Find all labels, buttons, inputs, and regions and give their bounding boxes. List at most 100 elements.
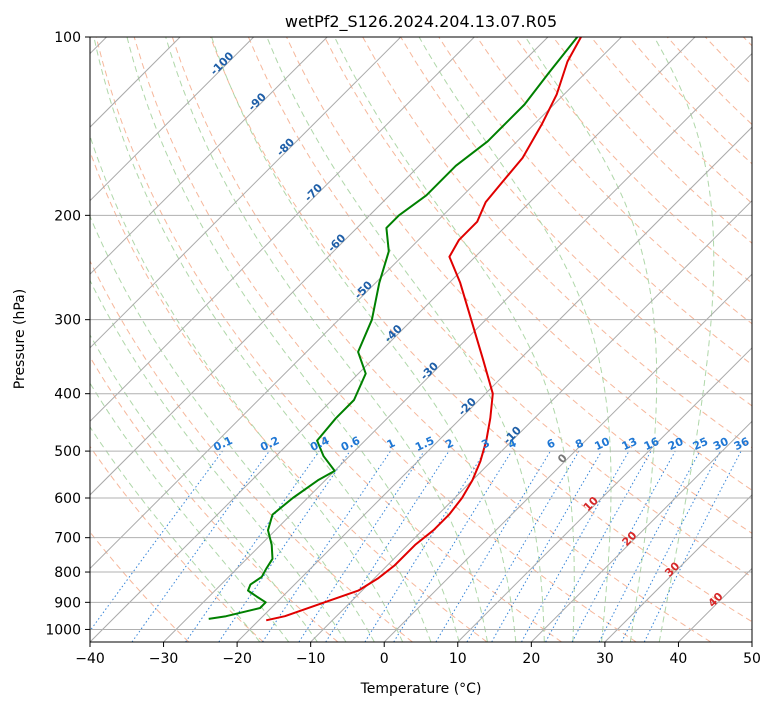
moist-adiabat-line	[418, 37, 612, 642]
isotherm-line	[90, 37, 475, 423]
mixing-ratio-line	[643, 450, 742, 642]
dry-adiabat-line	[90, 445, 264, 642]
moist-adiabat-line	[266, 37, 545, 642]
isotherm-label: -80	[274, 135, 297, 158]
mixing-ratio-line	[185, 450, 320, 642]
mixing-ratio-line	[521, 450, 630, 642]
moist-adiabat-line	[93, 37, 432, 642]
moist-adiabat-line	[334, 37, 575, 642]
isotherm-label: -50	[352, 278, 375, 301]
dry-adiabat-line	[286, 37, 752, 534]
mixing-ratio-line	[218, 450, 351, 642]
mixing-ratio-label: 30	[711, 435, 731, 453]
x-tick-label: 0	[380, 651, 389, 667]
isotherm-line	[90, 37, 549, 496]
mixing-ratio-label: 10	[592, 435, 612, 453]
mixing-ratio-line	[571, 450, 676, 642]
mixing-ratio-line	[90, 450, 223, 632]
mixing-ratio-line	[393, 450, 513, 642]
series-layer	[208, 37, 582, 622]
moist-adiabat-line	[211, 37, 517, 642]
moist-adiabat-line	[90, 134, 404, 642]
isotherm-label: 40	[706, 590, 726, 610]
x-axis: −40 −30 −20 −10 0 10 20 30 40 50	[75, 642, 761, 667]
dry-adiabat-line	[247, 37, 752, 578]
y-tick-label: 100	[54, 30, 81, 46]
x-tick-label: 20	[522, 651, 540, 667]
isotherm-line	[90, 37, 255, 202]
isotherm-label: -40	[382, 322, 405, 345]
x-tick-label: 40	[670, 651, 688, 667]
dry-adiabat-line	[90, 531, 190, 642]
dewpoint-profile-line	[208, 37, 579, 620]
mixing-ratio-label: 16	[642, 435, 662, 453]
y-tick-label: 900	[54, 595, 81, 611]
dry-adiabat-line	[324, 37, 752, 491]
moist-adiabat-line	[126, 37, 460, 642]
mixing-ratio-label: 3	[479, 436, 491, 451]
plot-frame	[89, 36, 753, 643]
mixing-ratio-label: 13	[620, 435, 639, 453]
y-tick-label: 600	[54, 491, 81, 507]
mixing-ratio-line	[545, 450, 652, 642]
x-tick-label: 30	[596, 651, 614, 667]
isotherm-line	[530, 420, 752, 642]
temperature-profile-line	[265, 37, 582, 622]
dry-adiabat-line	[95, 37, 562, 642]
x-tick-label: −10	[296, 651, 326, 667]
y-tick-label: 800	[54, 565, 81, 581]
dry-adiabat-line	[90, 259, 413, 642]
isotherm-line	[310, 199, 752, 642]
y-tick-label: 400	[54, 387, 81, 403]
dry-adiabat-line	[90, 356, 339, 642]
isotherm-line	[678, 567, 752, 642]
y-axis-title: Pressure (hPa)	[12, 289, 28, 389]
x-tick-label: −20	[222, 651, 252, 667]
isotherm-line	[163, 52, 752, 642]
y-axis: 100 200 300 400 500 600 700 800 900 1000	[45, 30, 90, 638]
isotherm-line	[90, 37, 696, 642]
dry-adiabat-line	[552, 37, 752, 244]
dry-adiabat-line	[171, 37, 712, 642]
moist-adiabat-line	[165, 37, 488, 642]
dry-adiabat-line	[743, 37, 752, 47]
dry-adiabat-line	[514, 37, 752, 284]
moist-adiabat-line	[90, 214, 375, 642]
dry-adiabat-line	[628, 37, 752, 165]
isotherm-label: -70	[302, 181, 325, 204]
y-tick-label: 500	[54, 444, 81, 460]
mixing-ratio-label: 36	[732, 435, 752, 453]
moist-adiabat-line	[90, 333, 318, 642]
dry-adiabat-line	[704, 37, 752, 86]
isotherm-label: -20	[456, 395, 479, 418]
mixing-ratio-label: 25	[691, 435, 710, 453]
background-lines	[90, 37, 752, 642]
isotherm-label: -90	[246, 90, 269, 113]
isotherm-label: 10	[581, 494, 601, 514]
x-tick-label: 50	[743, 651, 761, 667]
isotherm-line	[751, 641, 752, 642]
mixing-ratio-label: 1	[385, 436, 397, 451]
y-tick-label: 700	[54, 531, 81, 547]
isotherm-line	[604, 494, 752, 642]
chart-title: wetPf2_S126.2024.204.13.07.R05	[285, 12, 557, 32]
moist-adiabat-line	[653, 37, 715, 642]
y-tick-label: 1000	[45, 622, 81, 638]
isotherm-line	[90, 37, 402, 349]
mixing-ratio-line	[598, 450, 701, 642]
moist-adiabat-line	[90, 426, 261, 642]
dry-adiabat-line	[590, 37, 752, 204]
mixing-ratio-label: 2	[443, 436, 455, 451]
mixing-ratio-label: 20	[666, 435, 686, 453]
mixing-ratio-label: 8	[573, 436, 585, 451]
x-tick-label: 10	[449, 651, 467, 667]
dry-adiabat-line	[476, 37, 752, 325]
isotherm-line	[90, 37, 622, 570]
y-tick-label: 300	[54, 313, 81, 329]
mixing-ratio-line	[298, 450, 425, 642]
isotherm-line	[457, 347, 752, 642]
dry-adiabat-line	[666, 37, 752, 126]
moist-adiabat-line	[524, 37, 658, 642]
mixing-ratio-line	[435, 450, 551, 642]
